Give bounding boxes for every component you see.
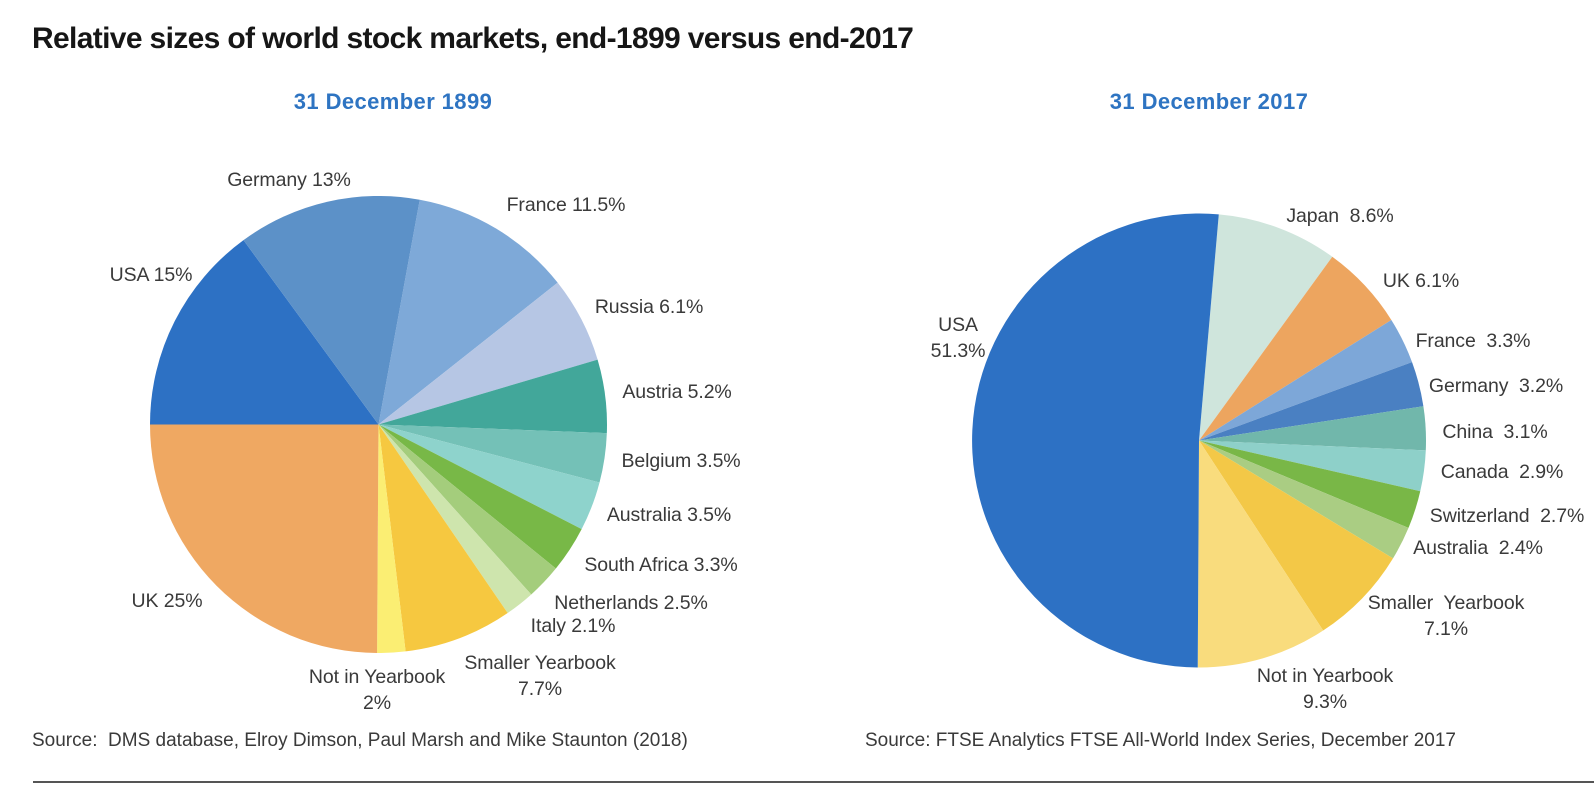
pie-2017-slice-uk bbox=[1199, 256, 1392, 441]
pie-1899-slice-belgium bbox=[378, 424, 607, 483]
pie-2017-slice-usa bbox=[972, 213, 1219, 668]
pie-1899-label-netherlands: Netherlands 2.5% bbox=[554, 592, 708, 614]
pie-1899-label-south-africa: South Africa 3.3% bbox=[584, 554, 738, 576]
pie-1899-label-uk: UK 25% bbox=[131, 590, 203, 612]
pie-1899-slice-netherlands bbox=[378, 424, 556, 595]
pie-1899-slice-usa bbox=[150, 240, 379, 425]
pie-2017-slice-not-in-yearbook bbox=[1197, 440, 1324, 668]
pie-1899-slice-south-africa bbox=[378, 424, 582, 569]
bottom-rule bbox=[33, 781, 1594, 783]
pie-1899-slice-not-in-yearbook bbox=[377, 424, 406, 654]
pie-2017-slice-china bbox=[1199, 406, 1427, 451]
pie-1899-slice-uk bbox=[149, 424, 379, 653]
pie-2017-label-usa: USA 51.3% bbox=[930, 314, 986, 362]
pie-2017-label-uk: UK 6.1% bbox=[1382, 270, 1460, 292]
pie-2017-slice-japan bbox=[1199, 214, 1333, 441]
pie-1899-label-australia: Australia 3.5% bbox=[606, 504, 732, 526]
pie-1899-slice-smaller-yearbook bbox=[378, 424, 508, 652]
pie-2017-subtitle: 31 December 2017 bbox=[1109, 89, 1309, 114]
pie-1899-slice-france bbox=[378, 199, 558, 425]
pie-2017-label-france: France 3.3% bbox=[1415, 330, 1531, 352]
pie-1899-label-austria: Austria 5.2% bbox=[622, 381, 732, 403]
pie-1899-subtitle: 31 December 1899 bbox=[293, 89, 493, 114]
pie-1899-label-belgium: Belgium 3.5% bbox=[621, 450, 741, 472]
pie-2017-label-switzerland: Switzerland 2.7% bbox=[1429, 505, 1585, 527]
pie-2017-label-japan: Japan 8.6% bbox=[1286, 205, 1394, 227]
page-title: Relative sizes of world stock markets, e… bbox=[32, 22, 914, 55]
pie-1899-slice-austria bbox=[378, 359, 608, 434]
pie-1899-slice-australia bbox=[378, 424, 600, 530]
pie-2017-label-china: China 3.1% bbox=[1442, 421, 1548, 443]
pie-2017-slice-canada bbox=[1199, 440, 1426, 492]
pie-2017-label-smaller-yearbook: Smaller Yearbook 7.1% bbox=[1367, 592, 1525, 640]
pie-2017-label-germany: Germany 3.2% bbox=[1428, 375, 1564, 397]
pie-2017-slice-australia bbox=[1199, 440, 1409, 559]
pie-1899-label-italy: Italy 2.1% bbox=[530, 615, 616, 637]
pie-2017-label-not-in-yearbook: Not in Yearbook 9.3% bbox=[1256, 665, 1394, 713]
pie-1899-slice-italy bbox=[378, 424, 532, 613]
pie-1899-slice-russia bbox=[378, 282, 598, 425]
pie-1899-slice-germany bbox=[243, 195, 420, 425]
pie-1899-label-russia: Russia 6.1% bbox=[594, 296, 704, 318]
pie-2017-label-australia: Australia 2.4% bbox=[1413, 537, 1543, 559]
pie-2017-slice-switzerland bbox=[1199, 440, 1421, 528]
pie-1899-label-not-in-yearbook: Not in Yearbook 2% bbox=[308, 666, 446, 714]
pie-1899-label-smaller-yearbook: Smaller Yearbook 7.7% bbox=[464, 652, 616, 700]
pie-1899-label-france: France 11.5% bbox=[506, 194, 626, 216]
pie-2017-slice-germany bbox=[1199, 362, 1424, 441]
pie-2017-slice-smaller-yearbook bbox=[1199, 440, 1393, 631]
pie-2017-slice-france bbox=[1199, 319, 1413, 441]
pie-1899-label-usa: USA 15% bbox=[109, 264, 193, 286]
pie-1899-label-germany: Germany 13% bbox=[227, 169, 351, 191]
pie-2017-label-canada: Canada 2.9% bbox=[1440, 461, 1564, 483]
pie-2017-source: Source: FTSE Analytics FTSE All-World In… bbox=[865, 730, 1456, 751]
pie-1899-source: Source: DMS database, Elroy Dimson, Paul… bbox=[32, 730, 688, 751]
